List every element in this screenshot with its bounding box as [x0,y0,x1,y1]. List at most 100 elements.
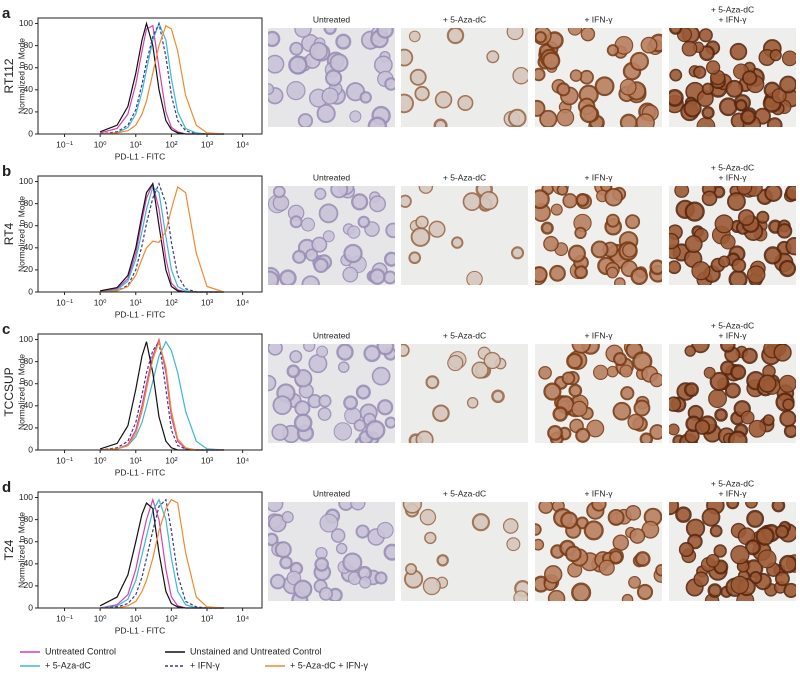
cell-shape [612,534,629,551]
cell-shape [746,509,765,528]
micrograph [535,502,662,601]
cell-shape [506,28,524,41]
cell-shape [728,269,748,285]
cell-shape [288,55,308,75]
cell-shape [272,395,293,415]
legend-label: + 5-Aza-dC [45,660,91,670]
cell-shape [776,223,793,239]
cell-shape [549,264,566,282]
cell-shape [575,192,590,207]
histogram-curve [99,501,224,609]
cell-shape [316,103,336,124]
cell-shape [401,48,414,67]
cell-shape [447,354,464,372]
cell-shape [629,51,650,72]
column-label: + IFN-γ [718,14,747,24]
cell-shape [323,28,337,35]
cell-shape [669,423,680,436]
cell-shape [336,344,354,361]
cell-shape [629,528,646,544]
cell-shape [547,589,566,601]
cell-shape [314,187,327,200]
cell-shape [446,28,465,45]
cell-shape [590,240,609,259]
column-label: + IFN-γ [718,488,747,498]
cell-shape [343,395,359,411]
cell-shape [507,108,527,127]
cell-line: RT112 [2,58,16,93]
cell-line: RT4 [2,222,16,245]
cell-shape [342,266,359,283]
y-axis-label: Normalized to Mode [16,196,26,272]
histogram-curve [100,337,224,451]
cell-shape [303,344,316,352]
cell-shape [318,394,332,408]
cell-shape [568,383,583,398]
micrograph [401,28,528,127]
cell-shape [725,79,744,98]
cell-shape [376,521,394,539]
cell-shape [279,269,297,285]
histogram-curve [100,185,224,293]
cell-shape [591,502,607,512]
cell-shape [542,51,561,70]
cell-shape [466,397,479,409]
micrograph [535,186,662,285]
cell-shape [286,364,301,379]
cell-shape [322,230,335,243]
plot-frame [37,491,263,609]
histogram-curve [99,341,224,451]
cell-shape [292,249,307,264]
micrograph [535,28,662,127]
cell-shape [720,234,736,250]
cell-shape [513,590,528,601]
cell-shape [301,275,320,285]
cell-shape [737,209,755,227]
cell-shape [547,425,563,441]
cell-shape [708,389,727,409]
y-tick-label: 60 [24,378,34,388]
cell-shape [550,203,563,216]
cell-shape [769,49,782,62]
cell-shape [535,538,545,551]
cell-shape [609,550,623,564]
micrograph [401,186,528,285]
cell-shape [746,265,766,284]
cell-shape [649,259,662,276]
cell-shape [736,186,753,195]
y-tick-label: 100 [19,176,33,186]
cell-shape [535,189,550,210]
cell-shape [289,350,303,364]
micrograph [268,502,395,601]
cell-shape [318,203,339,224]
cell-line: TCCSUP [2,367,16,416]
cell-shape [669,232,680,250]
column-label: + IFN-γ [718,172,747,182]
cell-shape [649,424,662,440]
x-tick-label: 10² [165,297,177,307]
cell-shape [727,430,748,443]
x-axis-label: PD-L1 - FITC [115,309,166,319]
x-tick-label: 10⁻¹ [56,297,73,307]
column-label: + 5-Aza-dC [443,488,486,498]
cell-shape [709,524,723,538]
cell-shape [409,68,427,86]
cell-shape [681,40,698,57]
cell-shape [720,344,736,353]
cell-shape [740,108,757,125]
cell-shape [696,117,716,127]
histogram-curve [100,498,225,609]
x-tick-label: 10¹ [130,297,142,307]
cell-shape [535,31,547,44]
panel-letter: a [2,5,11,22]
y-tick-label: 60 [24,62,34,72]
cell-shape [342,552,363,573]
cell-shape [627,413,644,431]
cell-shape [634,551,651,567]
cell-shape [268,270,280,285]
cell-shape [619,364,633,378]
cell-shape [684,201,705,222]
cell-shape [385,222,395,239]
cell-shape [771,88,787,104]
